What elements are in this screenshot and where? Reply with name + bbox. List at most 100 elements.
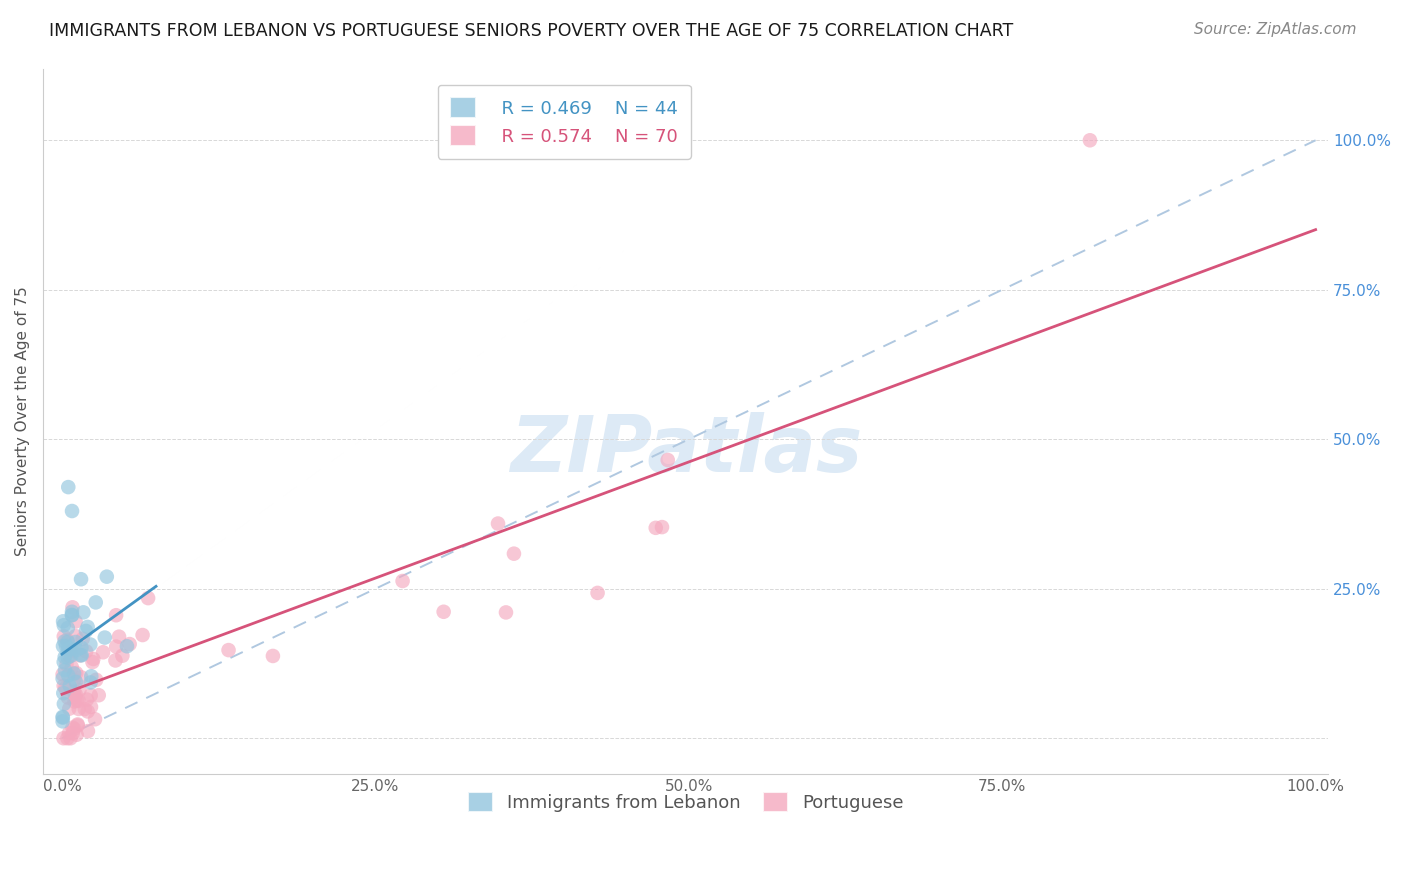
Point: [62, 721, 84, 735]
Point: [105, 640, 128, 654]
Point: [60, 648, 83, 663]
Point: [63, 690, 86, 704]
Point: [105, 608, 128, 623]
Point: [486, 516, 509, 531]
Point: [65, 635, 87, 649]
Point: [79, 675, 101, 690]
Point: [136, 591, 159, 606]
Point: [75, 644, 97, 658]
Point: [65, 666, 87, 681]
Point: [76, 692, 98, 706]
Point: [65, 629, 87, 643]
Point: [52, 731, 75, 746]
Point: [59, 649, 82, 664]
Point: [72, 632, 94, 646]
Point: [52, 714, 75, 729]
Point: [82, 652, 104, 666]
Point: [60, 660, 83, 674]
Point: [84, 673, 107, 687]
Point: [80, 700, 103, 714]
Point: [65, 674, 87, 689]
Point: [56, 650, 79, 665]
Point: [495, 606, 517, 620]
Point: [53, 634, 76, 648]
Point: [62, 600, 84, 615]
Point: [91, 645, 114, 659]
Point: [59, 679, 82, 693]
Point: [58, 701, 80, 715]
Point: [391, 574, 413, 588]
Point: [433, 605, 456, 619]
Point: [70, 670, 93, 684]
Point: [84, 712, 107, 726]
Point: [79, 689, 101, 703]
Point: [63, 722, 86, 736]
Point: [63, 666, 86, 681]
Point: [66, 717, 89, 731]
Point: [69, 683, 91, 698]
Point: [62, 726, 84, 740]
Point: [96, 569, 118, 583]
Point: [58, 726, 80, 740]
Legend: Immigrants from Lebanon, Portuguese: Immigrants from Lebanon, Portuguese: [456, 779, 917, 825]
Text: Source: ZipAtlas.com: Source: ZipAtlas.com: [1194, 22, 1357, 37]
Point: [94, 631, 117, 645]
Point: [79, 638, 101, 652]
Point: [52, 710, 75, 724]
Point: [82, 655, 104, 669]
Point: [52, 615, 75, 629]
Point: [66, 642, 89, 657]
Point: [69, 648, 91, 662]
Point: [67, 702, 90, 716]
Point: [65, 615, 87, 629]
Point: [52, 697, 75, 711]
Point: [53, 681, 76, 696]
Text: IMMIGRANTS FROM LEBANON VS PORTUGUESE SENIORS POVERTY OVER THE AGE OF 75 CORRELA: IMMIGRANTS FROM LEBANON VS PORTUGUESE SE…: [49, 22, 1014, 40]
Point: [87, 688, 110, 702]
Point: [56, 690, 79, 705]
Point: [69, 648, 91, 663]
Point: [77, 724, 100, 739]
Point: [80, 669, 103, 683]
Point: [108, 630, 131, 644]
Point: [76, 705, 98, 719]
Point: [66, 718, 89, 732]
Point: [586, 586, 609, 600]
Point: [60, 644, 83, 658]
Point: [59, 731, 82, 746]
Point: [56, 731, 79, 746]
Point: [657, 453, 679, 467]
Point: [58, 480, 80, 494]
Point: [66, 693, 89, 707]
Point: [63, 694, 86, 708]
Point: [115, 639, 138, 653]
Point: [503, 547, 526, 561]
Point: [52, 629, 75, 643]
Point: [118, 637, 141, 651]
Point: [111, 648, 134, 663]
Point: [53, 650, 76, 665]
Point: [218, 643, 240, 657]
Point: [70, 640, 93, 655]
Point: [60, 607, 83, 622]
Point: [60, 605, 83, 619]
Point: [84, 595, 107, 609]
Point: [56, 632, 79, 647]
Point: [58, 640, 80, 655]
Point: [131, 628, 153, 642]
Point: [55, 657, 77, 672]
Point: [73, 702, 96, 716]
Point: [67, 694, 90, 708]
Point: [52, 686, 75, 700]
Point: [55, 639, 77, 653]
Point: [56, 635, 79, 649]
Point: [104, 653, 127, 667]
Point: [644, 521, 666, 535]
Point: [60, 608, 83, 623]
Point: [52, 639, 75, 653]
Point: [59, 642, 82, 657]
Point: [70, 572, 93, 586]
Point: [52, 679, 75, 693]
Point: [52, 711, 75, 725]
Point: [58, 641, 80, 656]
